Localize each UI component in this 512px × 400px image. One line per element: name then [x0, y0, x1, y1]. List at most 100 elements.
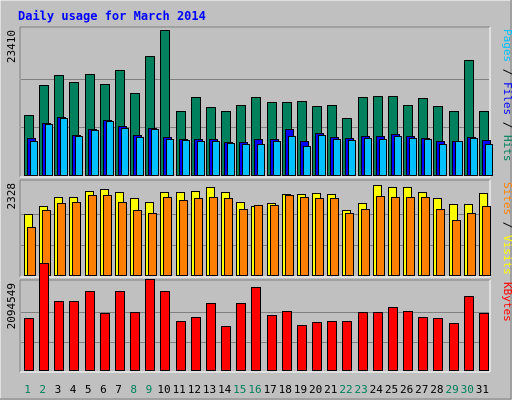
bar-sites-day-30: [467, 213, 476, 276]
bar-kbytes-day-8: [130, 312, 140, 371]
bar-pages-day-10: [166, 139, 174, 176]
day-label: 29: [445, 383, 458, 396]
bar-pages-day-12: [197, 141, 205, 176]
bar-pages-day-26: [409, 138, 417, 176]
chart-panels: 23410 Pages / Files / Hits 2328 Sites / Vis…: [5, 26, 512, 373]
bar-sites-day-22: [345, 213, 354, 276]
bar-sites-day-10: [163, 197, 172, 276]
legend-entry-visits: Visits: [501, 235, 512, 275]
bar-sites-day-3: [57, 203, 66, 276]
bar-kbytes-day-10: [160, 291, 170, 371]
day-label: 22: [339, 383, 352, 396]
day-label: 6: [100, 383, 107, 396]
day-label: 10: [157, 383, 170, 396]
bar-sites-day-25: [391, 197, 400, 276]
bar-kbytes-day-30: [464, 296, 474, 371]
day-label: 23: [354, 383, 367, 396]
bar-sites-day-23: [361, 209, 370, 276]
bar-sites-day-19: [300, 197, 309, 276]
bar-kbytes-day-13: [206, 303, 216, 371]
day-label: 21: [324, 383, 337, 396]
bar-kbytes-day-5: [85, 291, 95, 371]
bar-sites-day-8: [133, 210, 142, 276]
day-label: 4: [70, 383, 77, 396]
bar-kbytes-day-9: [145, 279, 155, 371]
day-labels: 1 2 3 4 5 6 7 8 9 10 11 12 13 14 15 16 17 18 19 20 21 22 23 24 2…: [24, 383, 489, 396]
day-label: 31: [476, 383, 489, 396]
bar-kbytes-day-4: [69, 301, 79, 371]
bar-kbytes-day-24: [373, 312, 383, 371]
bar-pages-day-29: [455, 141, 463, 176]
day-label: 8: [130, 383, 137, 396]
scale-label: 2094549: [5, 283, 18, 329]
bar-kbytes-day-1: [24, 318, 34, 371]
bar-pages-day-25: [394, 136, 402, 176]
bar-kbytes-day-18: [282, 311, 292, 371]
day-label: 27: [415, 383, 428, 396]
day-label: 12: [188, 383, 201, 396]
legend-entry-kbytes: KBytes: [501, 282, 512, 322]
day-label: 13: [203, 383, 216, 396]
bar-sites-day-6: [103, 195, 112, 276]
bar-pages-day-1: [30, 141, 38, 176]
bar-pages-day-21: [333, 139, 341, 176]
day-label: 28: [430, 383, 443, 396]
chart-title: Daily usage for March 2014: [18, 9, 206, 23]
bar-sites-day-20: [315, 198, 324, 276]
legend-entry-hits: Hits: [501, 135, 512, 162]
bar-kbytes-day-31: [479, 313, 489, 371]
day-label: 7: [115, 383, 122, 396]
bar-pages-day-17: [273, 141, 281, 176]
bar-pages-day-20: [318, 135, 326, 176]
bar-kbytes-day-27: [418, 317, 428, 371]
day-label: 20: [309, 383, 322, 396]
bar-pages-day-4: [75, 136, 83, 176]
bar-sites-day-5: [88, 195, 97, 276]
legend-entry-pages: Pages: [501, 29, 512, 62]
bar-pages-day-23: [364, 138, 372, 176]
bar-kbytes-day-29: [449, 323, 459, 371]
bar-pages-day-11: [182, 140, 190, 176]
day-label: 18: [279, 383, 292, 396]
day-label: 25: [385, 383, 398, 396]
legend: Pages / Files / Hits: [501, 29, 512, 162]
day-label: 5: [85, 383, 92, 396]
bar-kbytes-day-6: [100, 313, 110, 371]
day-label: 11: [173, 383, 186, 396]
bar-kbytes-day-15: [236, 303, 246, 371]
legend: KBytes: [501, 282, 512, 322]
day-label: 1: [24, 383, 31, 396]
bar-pages-day-5: [91, 130, 99, 176]
bar-kbytes-day-2: [39, 263, 49, 371]
day-label: 17: [264, 383, 277, 396]
bar-kbytes-day-21: [327, 321, 337, 371]
bar-pages-day-7: [121, 128, 129, 176]
bar-sites-day-9: [148, 213, 157, 276]
bar-kbytes-day-28: [433, 318, 443, 371]
bar-sites-day-13: [209, 197, 218, 276]
bar-kbytes-day-23: [358, 312, 368, 371]
bar-sites-day-31: [482, 206, 491, 276]
bar-sites-day-14: [224, 198, 233, 276]
day-label: 9: [146, 383, 153, 396]
bar-kbytes-day-19: [297, 325, 307, 371]
day-label: 19: [294, 383, 307, 396]
bar-pages-day-30: [470, 138, 478, 176]
day-label: 26: [400, 383, 413, 396]
bar-pages-day-8: [136, 137, 144, 176]
bar-sites-day-21: [330, 198, 339, 276]
bar-pages-day-24: [379, 139, 387, 176]
day-label: 15: [233, 383, 246, 396]
bar-pages-day-22: [348, 140, 356, 176]
bar-sites-day-4: [72, 202, 81, 276]
bar-kbytes-day-14: [221, 326, 231, 371]
day-label: 16: [248, 383, 261, 396]
bar-pages-day-19: [303, 146, 311, 176]
bar-kbytes-day-7: [115, 291, 125, 371]
bar-pages-day-3: [60, 118, 68, 176]
day-label: 30: [461, 383, 474, 396]
bar-kbytes-day-22: [342, 321, 352, 371]
bar-sites-day-11: [179, 200, 188, 276]
legend-separator: /: [501, 215, 512, 235]
